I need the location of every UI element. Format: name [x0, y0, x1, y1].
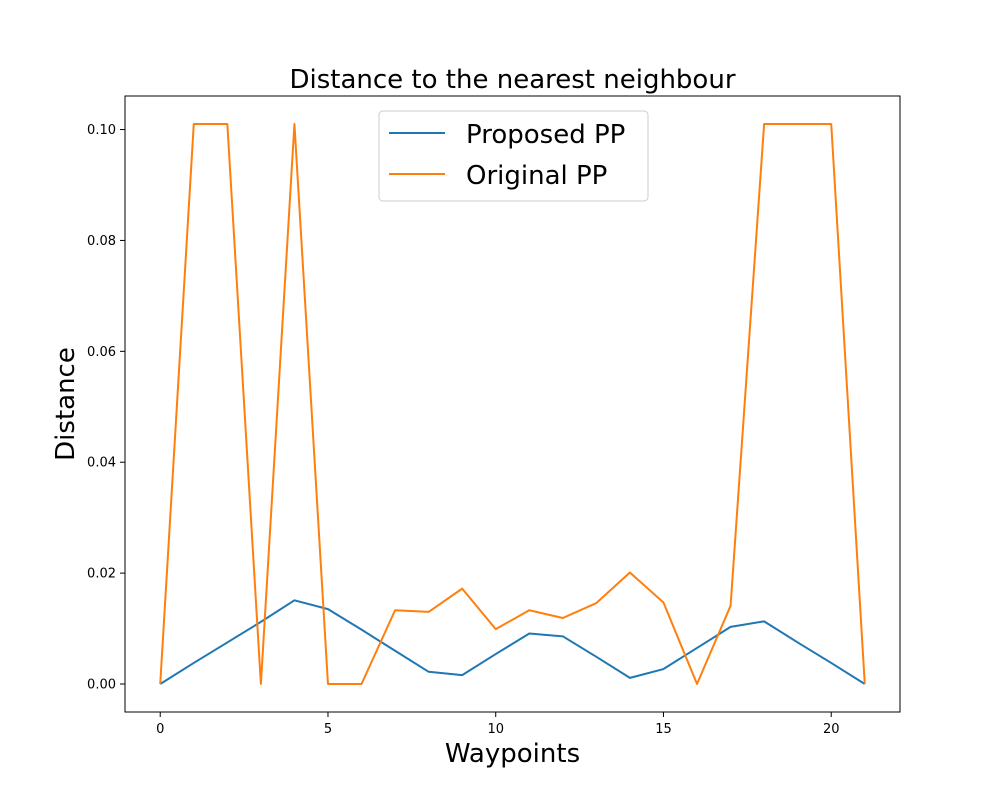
series-line-original-pp	[159, 123, 866, 685]
y-tick-label: 0.04	[87, 456, 116, 471]
series-line-proposed-pp	[159, 599, 866, 685]
y-tick-label: 0.10	[87, 123, 116, 138]
x-tick-label: 15	[655, 722, 672, 737]
y-tick-label: 0.06	[87, 345, 116, 360]
y-tick-label: 0.08	[87, 234, 116, 249]
series-layer	[159, 123, 866, 685]
legend-label-proposed-pp: Proposed PP	[466, 120, 625, 150]
chart-title: Distance to the nearest neighbour	[289, 65, 735, 95]
x-tick-label: 20	[823, 722, 840, 737]
y-tick-label: 0.02	[87, 567, 116, 582]
y-axis: 0.00 0.02 0.04 0.06 0.08 0.10	[87, 123, 125, 693]
plot-frame	[124, 95, 901, 713]
y-axis-label: Distance	[51, 347, 81, 461]
legend: Proposed PP Original PP	[378, 110, 649, 202]
x-tick-label: 5	[324, 722, 332, 737]
x-axis-label: Waypoints	[445, 739, 580, 769]
x-tick-label: 0	[156, 722, 164, 737]
x-axis: 0 5 10 15 20	[156, 712, 839, 737]
x-tick-label: 10	[487, 722, 504, 737]
y-tick-label: 0.00	[87, 678, 116, 693]
legend-frame	[378, 110, 649, 202]
legend-label-original-pp: Original PP	[466, 161, 607, 191]
